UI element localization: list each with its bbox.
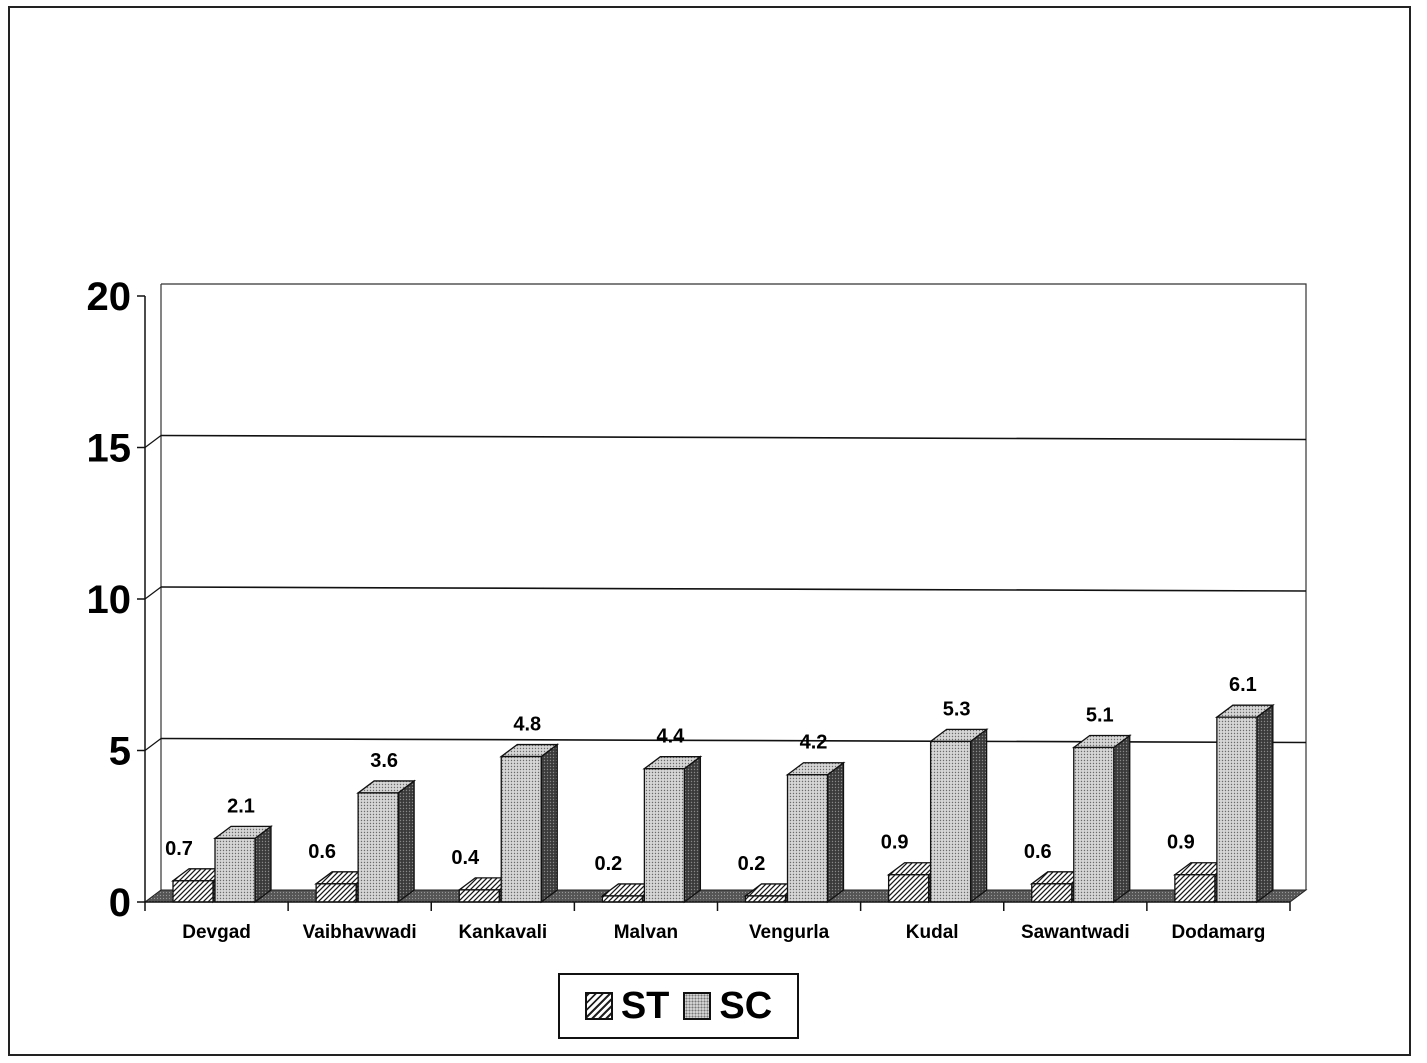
legend-swatch-sc — [683, 992, 712, 1020]
bar-sc — [642, 755, 703, 904]
gridline — [160, 434, 1307, 441]
data-label-sc: 4.2 — [800, 732, 828, 754]
bar-sc — [499, 743, 560, 904]
legend-item-st: ST — [584, 984, 670, 1028]
data-label-sc: 5.1 — [1086, 704, 1114, 726]
y-tick-label: 5 — [109, 730, 131, 774]
data-label-st: 0.7 — [165, 838, 193, 860]
y-tick-label: 10 — [87, 578, 132, 622]
data-label-st: 0.9 — [1167, 832, 1195, 854]
data-label-st: 0.6 — [1024, 841, 1052, 863]
bar-sc — [1071, 734, 1132, 904]
data-label-st: 0.6 — [308, 841, 336, 863]
bar-sc — [213, 825, 273, 904]
legend-label-st: ST — [620, 984, 670, 1027]
gridline — [160, 737, 1307, 744]
y-tick-label: 0 — [109, 881, 131, 925]
x-tick-label: Devgad — [182, 922, 251, 943]
x-tick-label: Vaibhavwadi — [303, 922, 417, 943]
gridline — [160, 586, 1307, 592]
data-label-st: 0.4 — [451, 847, 480, 869]
data-label-sc: 4.8 — [513, 714, 541, 736]
bar-sc — [356, 779, 417, 904]
gridline-side — [144, 738, 162, 751]
data-label-sc: 3.6 — [370, 750, 398, 772]
data-label-st: 0.2 — [738, 853, 766, 875]
x-tick-label: Kankavali — [458, 922, 547, 943]
bar-sc — [1214, 703, 1275, 904]
gridline-side — [144, 435, 162, 448]
y-tick-label: 15 — [87, 427, 132, 471]
data-label-sc: 5.3 — [943, 698, 971, 720]
data-label-st: 0.9 — [881, 832, 909, 854]
x-tick-label: Vengurla — [749, 922, 830, 943]
x-tick-label: Dodamarg — [1171, 922, 1265, 943]
bar-sc — [785, 761, 846, 904]
legend-label-sc: SC — [719, 984, 773, 1027]
data-label-sc: 6.1 — [1229, 674, 1257, 696]
data-label-st: 0.2 — [594, 853, 622, 875]
x-tick-label: Malvan — [614, 922, 678, 943]
x-tick-label: Sawantwadi — [1021, 922, 1130, 943]
y-tick-label: 20 — [87, 275, 132, 319]
data-label-sc: 2.1 — [227, 795, 255, 817]
chart-legend: ST SC — [558, 973, 799, 1039]
data-label-sc: 4.4 — [656, 726, 685, 748]
x-tick-label: Kudal — [906, 922, 959, 943]
back-wall — [161, 283, 1307, 890]
bar-sc — [928, 728, 989, 904]
chart-frame — [8, 6, 1411, 1056]
legend-swatch-st — [584, 992, 613, 1020]
gridline-side — [144, 586, 162, 600]
legend-item-sc: SC — [683, 985, 772, 1028]
